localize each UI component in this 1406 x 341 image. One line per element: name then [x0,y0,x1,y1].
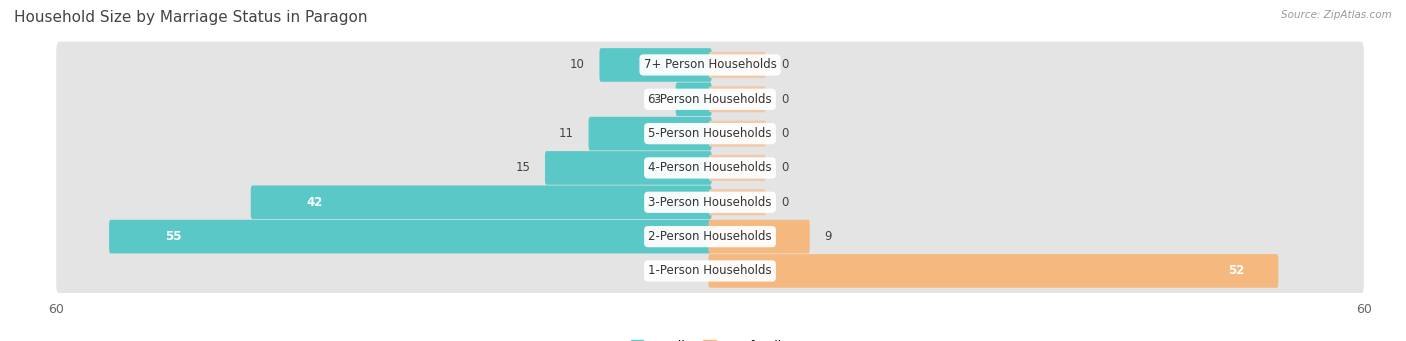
Text: 3-Person Households: 3-Person Households [648,196,772,209]
Text: 52: 52 [1227,264,1244,278]
FancyBboxPatch shape [709,86,766,112]
Text: Source: ZipAtlas.com: Source: ZipAtlas.com [1281,10,1392,20]
FancyBboxPatch shape [546,151,711,185]
Text: 0: 0 [780,196,789,209]
FancyBboxPatch shape [250,186,711,219]
FancyBboxPatch shape [56,76,1364,123]
FancyBboxPatch shape [110,220,711,253]
Text: 11: 11 [558,127,574,140]
Text: 2-Person Households: 2-Person Households [648,230,772,243]
FancyBboxPatch shape [709,189,766,215]
FancyBboxPatch shape [709,121,766,147]
FancyBboxPatch shape [56,110,1364,157]
Text: Household Size by Marriage Status in Paragon: Household Size by Marriage Status in Par… [14,10,367,25]
FancyBboxPatch shape [56,179,1364,226]
FancyBboxPatch shape [56,42,1364,88]
Legend: Family, Nonfamily: Family, Nonfamily [626,335,794,341]
Text: 7+ Person Households: 7+ Person Households [644,58,776,72]
FancyBboxPatch shape [709,220,810,253]
FancyBboxPatch shape [676,83,711,116]
FancyBboxPatch shape [589,117,711,150]
Text: 6-Person Households: 6-Person Households [648,93,772,106]
Text: 1-Person Households: 1-Person Households [648,264,772,278]
Text: 10: 10 [569,58,585,72]
Text: 15: 15 [516,161,530,175]
Text: 5-Person Households: 5-Person Households [648,127,772,140]
Text: 55: 55 [166,230,181,243]
Text: 4-Person Households: 4-Person Households [648,161,772,175]
FancyBboxPatch shape [56,248,1364,294]
Text: 0: 0 [780,161,789,175]
FancyBboxPatch shape [709,52,766,78]
Text: 42: 42 [307,196,323,209]
FancyBboxPatch shape [599,48,711,82]
FancyBboxPatch shape [709,155,766,181]
Text: 3: 3 [654,93,661,106]
Text: 0: 0 [780,93,789,106]
FancyBboxPatch shape [56,213,1364,260]
FancyBboxPatch shape [56,145,1364,191]
Text: 0: 0 [780,127,789,140]
Text: 0: 0 [780,58,789,72]
FancyBboxPatch shape [709,254,1278,288]
Text: 9: 9 [824,230,832,243]
